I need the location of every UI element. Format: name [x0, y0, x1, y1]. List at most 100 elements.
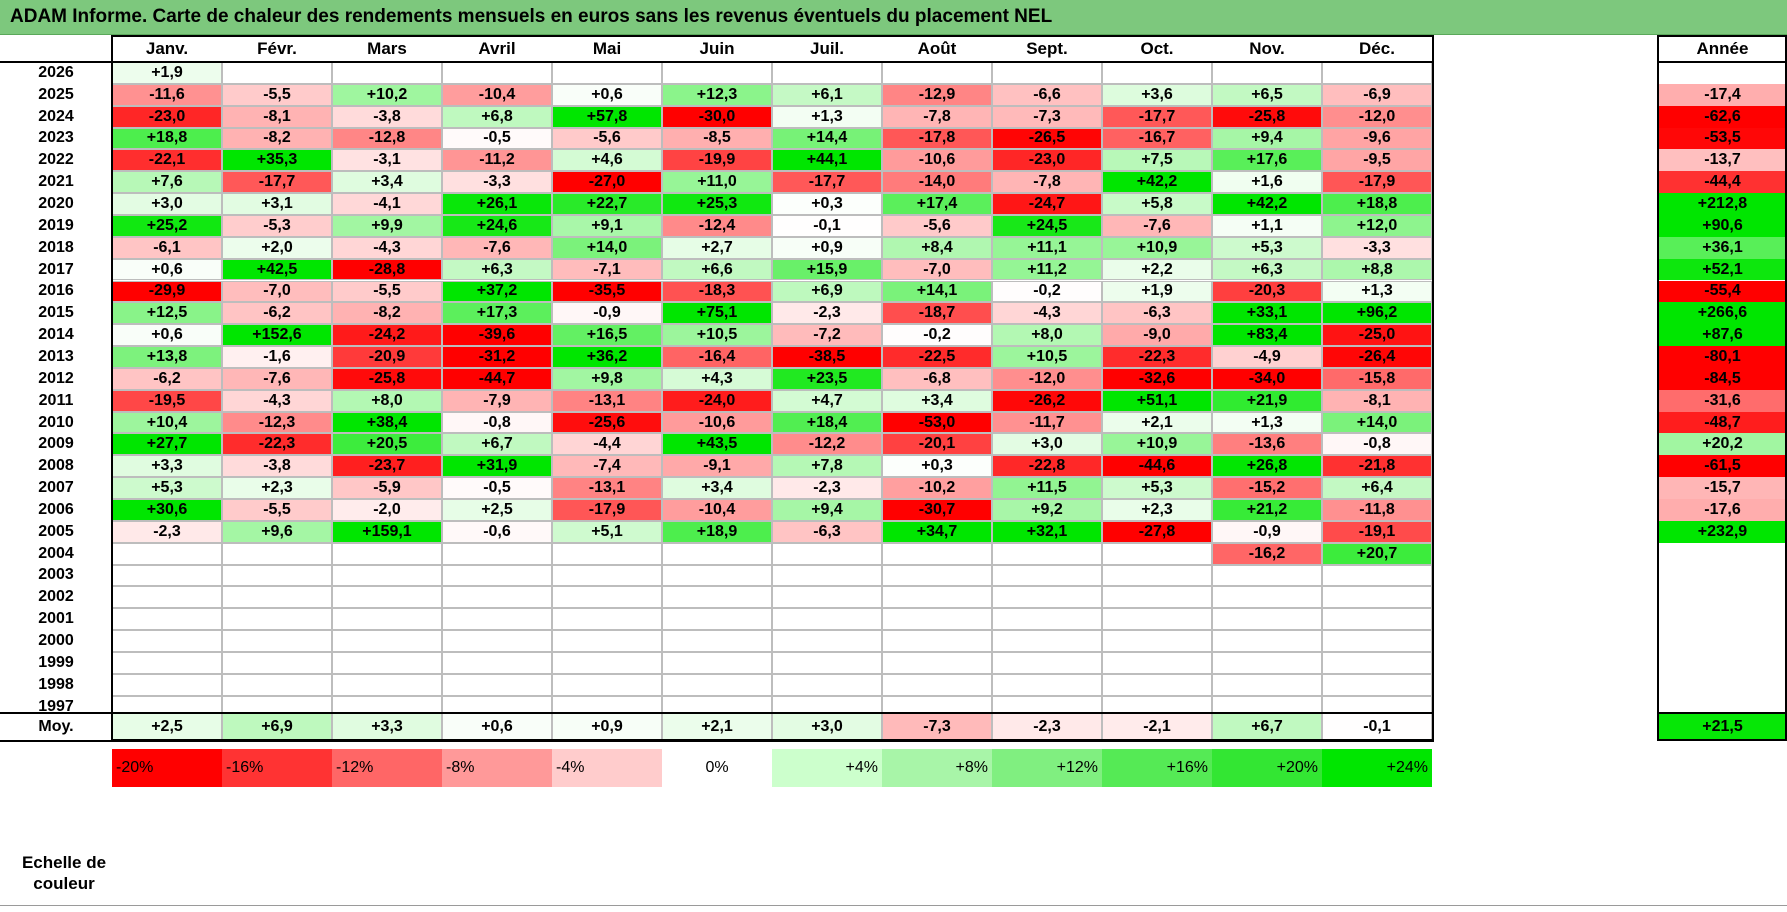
heatmap-cell: +12,0 [1322, 214, 1432, 237]
heatmap-cell: +17,4 [882, 193, 992, 215]
heatmap-cell: +23,5 [772, 367, 882, 390]
heatmap-cell: -44,6 [1102, 455, 1212, 478]
heatmap-cell: -17,8 [882, 127, 992, 150]
heatmap-cell: -32,6 [1102, 367, 1212, 390]
heatmap-cell [332, 608, 442, 631]
heatmap-cell: -9,5 [1322, 149, 1432, 172]
heatmap-cell: +2,5 [442, 499, 552, 521]
heatmap-cell: +25,3 [662, 193, 772, 215]
heatmap-cell: -7,6 [442, 236, 552, 259]
average-cell: +3,0 [772, 713, 882, 740]
heatmap-cell: -27,8 [1102, 520, 1212, 543]
heatmap-cell [992, 673, 1102, 696]
year-label: 2020 [38, 195, 74, 213]
heatmap-cell: -6,3 [772, 520, 882, 543]
average-cell: -7,3 [882, 713, 992, 740]
color-scale-step: +4% [772, 749, 882, 787]
year-label: 2012 [38, 369, 74, 387]
average-cell: +0,6 [442, 713, 552, 740]
annual-cell: +266,6 [1658, 302, 1787, 325]
heatmap-cell [332, 564, 442, 587]
year-label: 2014 [38, 326, 74, 344]
heatmap-cell: -24,2 [332, 324, 442, 347]
heatmap-cell: -22,3 [1102, 346, 1212, 368]
heatmap-cell [222, 62, 332, 84]
year-label: 2006 [38, 500, 74, 518]
heatmap-cell: -20,9 [332, 346, 442, 368]
heatmap-cell [1102, 608, 1212, 631]
heatmap-cell: -0,1 [772, 214, 882, 237]
heatmap-cell: +12,5 [112, 302, 222, 325]
heatmap-cell: +1,9 [112, 62, 222, 84]
heatmap-cell: +3,0 [112, 193, 222, 215]
heatmap-cell: +3,0 [992, 433, 1102, 456]
heatmap-cell [332, 542, 442, 565]
annual-cell: -13,7 [1658, 149, 1787, 172]
heatmap-cell: +0,9 [772, 236, 882, 259]
heatmap-cell [662, 608, 772, 631]
heatmap-cell: +8,4 [882, 236, 992, 259]
heatmap-cell [772, 673, 882, 696]
heatmap-cell: +20,7 [1322, 542, 1432, 565]
heatmap-cell: +7,5 [1102, 149, 1212, 172]
heatmap-cell: +24,6 [442, 214, 552, 237]
average-rule [0, 712, 1434, 714]
heatmap-cell: -38,5 [772, 346, 882, 368]
heatmap-cell: -7,6 [1102, 214, 1212, 237]
annual-cell: +90,6 [1658, 214, 1787, 237]
heatmap-cell: +11,1 [992, 236, 1102, 259]
year-label: 2004 [38, 544, 74, 562]
heatmap-cell: +37,2 [442, 280, 552, 303]
heatmap-cell: -28,8 [332, 258, 442, 281]
heatmap-cell: -8,2 [222, 127, 332, 150]
heatmap-cell: -22,8 [992, 455, 1102, 478]
heatmap-cell: -7,0 [882, 258, 992, 281]
heatmap-cell [1322, 673, 1432, 696]
heatmap-cell: +11,5 [992, 477, 1102, 499]
heatmap-cell: -23,7 [332, 455, 442, 478]
heatmap-cell: +24,5 [992, 214, 1102, 237]
heatmap-cell [882, 586, 992, 609]
year-label: 2022 [38, 151, 74, 169]
heatmap-cell: +4,6 [552, 149, 662, 172]
heatmap-cell: -3,3 [1322, 236, 1432, 259]
heatmap-cell: +9,1 [552, 214, 662, 237]
heatmap-cell: +9,6 [222, 520, 332, 543]
heatmap-cell [552, 586, 662, 609]
color-scale-step: -8% [442, 749, 552, 787]
heatmap-cell: -17,9 [552, 499, 662, 521]
month-header: Avril [442, 36, 552, 62]
heatmap-cell: -7,8 [882, 105, 992, 128]
heatmap-cell [222, 630, 332, 652]
heatmap-cell [662, 586, 772, 609]
average-label: Moy. [38, 717, 74, 735]
heatmap-cell [442, 586, 552, 609]
heatmap-cell: -12,0 [1322, 105, 1432, 128]
heatmap-cell: +31,9 [442, 455, 552, 478]
header-rule [0, 61, 1434, 63]
heatmap-cell: +18,8 [112, 127, 222, 150]
heatmap-cell: +2,3 [222, 477, 332, 499]
average-annual-cell: +21,5 [1658, 713, 1787, 740]
color-scale-step: -4% [552, 749, 662, 787]
annual-cell [1658, 651, 1787, 674]
heatmap-cell: -22,3 [222, 433, 332, 456]
heatmap-cell [442, 608, 552, 631]
heatmap-cell: -5,5 [222, 499, 332, 521]
heatmap-cell [772, 62, 882, 84]
annual-average-rule [1658, 712, 1787, 714]
heatmap-cell: +14,4 [772, 127, 882, 150]
heatmap-cell: -7,3 [992, 105, 1102, 128]
heatmap-cell [1102, 586, 1212, 609]
color-scale-step: +20% [1212, 749, 1322, 787]
heatmap-cell: +5,8 [1102, 193, 1212, 215]
heatmap-cell [552, 564, 662, 587]
heatmap-cell: +6,8 [442, 105, 552, 128]
heatmap-cell [992, 586, 1102, 609]
month-header: Juin [662, 36, 772, 62]
annual-cell [1658, 62, 1787, 84]
color-scale-step: +16% [1102, 749, 1212, 787]
year-label: 2002 [38, 588, 74, 606]
annual-cell [1658, 542, 1787, 565]
heatmap-cell [772, 586, 882, 609]
